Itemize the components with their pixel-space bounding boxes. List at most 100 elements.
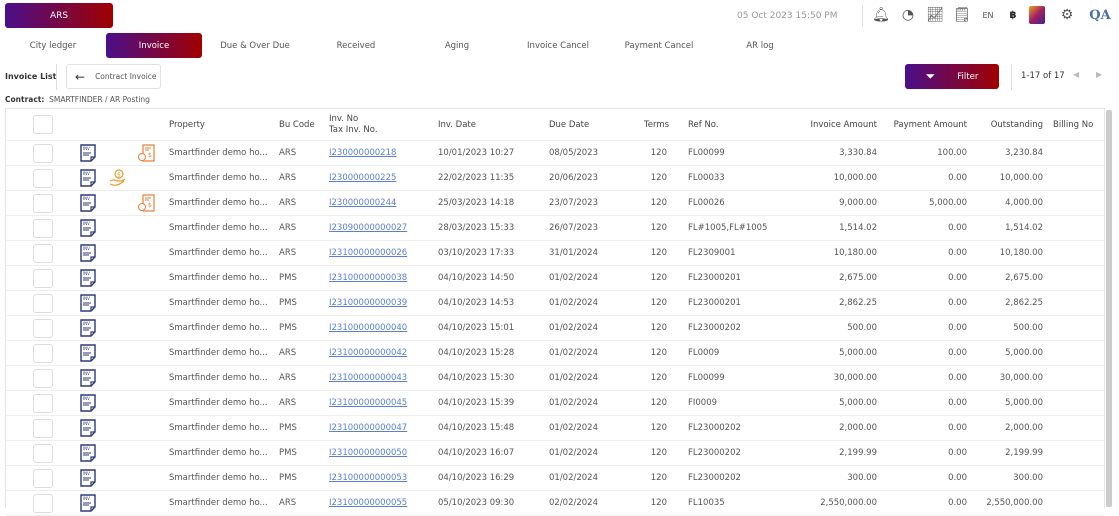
ref-no-cell: FL2309001 <box>688 248 736 258</box>
row-checkbox[interactable] <box>33 469 53 488</box>
vertical-scrollbar[interactable] <box>1106 110 1112 507</box>
row-checkbox[interactable] <box>33 369 53 388</box>
invoice-number-link[interactable]: I23100000000047 <box>329 423 408 433</box>
outstanding-cell: 2,675.00 <box>1005 273 1043 283</box>
receipt-icon[interactable]: $ <box>137 191 157 215</box>
tab-invoice[interactable]: Invoice <box>106 33 202 58</box>
invoice-doc-icon[interactable]: INV <box>80 316 96 340</box>
invoice-number-link[interactable]: I23100000000042 <box>329 348 408 358</box>
invoice-doc-icon[interactable]: INV <box>80 266 96 290</box>
invoice-number-link[interactable]: I23100000000045 <box>329 398 408 408</box>
report-icon[interactable]: 🗒︎ <box>953 7 971 23</box>
tab-aging[interactable]: Aging <box>444 40 470 51</box>
property-cell: Smartfinder demo ho... <box>169 348 268 358</box>
invoice-number-link[interactable]: I23100000000026 <box>329 248 408 258</box>
bu-code-cell: PMS <box>279 298 297 308</box>
row-checkbox[interactable] <box>33 444 53 463</box>
invoice-doc-icon[interactable]: INV <box>80 166 96 190</box>
terms-cell: 120 <box>650 298 667 308</box>
row-checkbox[interactable] <box>33 144 53 163</box>
palette-icon[interactable] <box>1029 6 1045 24</box>
row-checkbox[interactable] <box>33 169 53 188</box>
invoice-number-link[interactable]: I23100000000039 <box>329 298 408 308</box>
property-cell: Smartfinder demo ho... <box>169 148 268 158</box>
prev-page-icon[interactable]: ◀ <box>1073 70 1080 79</box>
invoice-doc-icon[interactable]: INV <box>80 191 96 215</box>
invoice-doc-icon[interactable]: INV <box>80 416 96 440</box>
row-checkbox[interactable] <box>33 344 53 363</box>
invoice-doc-icon[interactable]: INV <box>80 366 96 390</box>
svg-text:INV: INV <box>83 221 90 226</box>
row-checkbox[interactable] <box>33 494 53 513</box>
contract-invoice-button[interactable]: ← Contract Invoice <box>66 64 161 89</box>
invoice-number-link[interactable]: I23100000000050 <box>329 448 408 458</box>
tab-received[interactable]: Received <box>336 40 376 51</box>
speedometer-icon[interactable]: ◔ <box>901 7 915 23</box>
invoice-number-link[interactable]: I230000000225 <box>329 173 397 183</box>
brand-button[interactable]: ARS <box>5 3 113 28</box>
invoice-doc-icon[interactable]: INV <box>80 391 96 415</box>
invoice-number-link[interactable]: I23100000000055 <box>329 498 408 508</box>
due-date-cell: 01/02/2024 <box>549 273 598 283</box>
invoice-amount-cell: 300.00 <box>847 473 877 483</box>
inv-date-cell: 04/10/2023 15:39 <box>438 398 515 408</box>
invoice-number-link[interactable]: I23100000000040 <box>329 323 408 333</box>
currency-button[interactable]: ฿ <box>1009 9 1017 21</box>
row-checkbox[interactable] <box>33 219 53 238</box>
outstanding-cell: 2,550,000.00 <box>986 498 1043 508</box>
user-avatar[interactable]: QA <box>1089 7 1111 23</box>
bell-icon[interactable]: 🔔︎ <box>872 7 890 23</box>
language-button[interactable]: EN <box>982 10 994 20</box>
invoice-doc-icon[interactable]: INV <box>80 441 96 465</box>
invoice-doc-icon[interactable]: INV <box>80 216 96 240</box>
invoice-amount-cell: 9,000.00 <box>839 198 877 208</box>
tab-due-over-due[interactable]: Due & Over Due <box>220 40 290 51</box>
payment-amount-cell: 0.00 <box>948 473 967 483</box>
invoice-number-link[interactable]: I23100000000038 <box>329 273 408 283</box>
row-checkbox[interactable] <box>33 194 53 213</box>
tab-invoice-cancel[interactable]: Invoice Cancel <box>527 40 589 51</box>
invoice-doc-icon[interactable]: INV <box>80 466 96 490</box>
due-date-cell: 01/02/2024 <box>549 398 598 408</box>
invoice-doc-icon[interactable]: INV <box>80 241 96 265</box>
filter-button[interactable]: ⏷ Filter <box>905 64 999 89</box>
tab-ar-log[interactable]: AR log <box>746 40 774 51</box>
next-page-icon[interactable]: ▶ <box>1096 70 1103 79</box>
invoice-number-link[interactable]: I23100000000053 <box>329 473 408 483</box>
terms-cell: 120 <box>650 273 667 283</box>
invoice-doc-icon[interactable]: INV <box>80 341 96 365</box>
payment-amount-cell: 0.00 <box>948 273 967 283</box>
row-checkbox[interactable] <box>33 244 53 263</box>
select-all-checkbox[interactable] <box>33 115 53 134</box>
bu-code-cell: ARS <box>279 173 297 183</box>
terms-cell: 120 <box>650 348 667 358</box>
invoice-number-link[interactable]: I23090000000027 <box>329 223 408 233</box>
due-date-cell: 31/01/2024 <box>549 248 598 258</box>
divider <box>1011 64 1012 90</box>
gear-icon[interactable]: ⚙ <box>1060 7 1074 23</box>
invoice-doc-icon[interactable]: INV <box>80 291 96 315</box>
chart-line-icon[interactable]: 📈︎ <box>926 7 944 23</box>
table-row: INV Smartfinder demo ho... PMS I23100000000… <box>6 466 1104 491</box>
ref-no-cell: FL#1005,FL#1005 <box>688 223 768 233</box>
invoice-doc-icon[interactable]: INV <box>80 141 96 165</box>
payment-hand-icon[interactable]: $ <box>108 166 128 190</box>
invoice-number-link[interactable]: I230000000218 <box>329 148 397 158</box>
svg-text:INV: INV <box>83 271 90 276</box>
svg-text:INV: INV <box>83 496 90 501</box>
invoice-number-link[interactable]: I23100000000043 <box>329 373 408 383</box>
tab-payment-cancel[interactable]: Payment Cancel <box>624 40 694 51</box>
payment-amount-cell: 0.00 <box>948 498 967 508</box>
receipt-icon[interactable]: $ <box>137 141 157 165</box>
contract-info: Contract: SMARTFINDER / AR Posting <box>5 95 150 104</box>
row-checkbox[interactable] <box>33 319 53 338</box>
row-checkbox[interactable] <box>33 419 53 438</box>
outstanding-cell: 5,000.00 <box>1005 348 1043 358</box>
invoice-doc-icon[interactable]: INV <box>80 491 96 515</box>
row-checkbox[interactable] <box>33 269 53 288</box>
row-checkbox[interactable] <box>33 394 53 413</box>
row-checkbox[interactable] <box>33 294 53 313</box>
inv-date-cell: 03/10/2023 17:33 <box>438 248 515 258</box>
tab-city-ledger[interactable]: City ledger <box>29 40 77 51</box>
invoice-number-link[interactable]: I230000000244 <box>329 198 397 208</box>
